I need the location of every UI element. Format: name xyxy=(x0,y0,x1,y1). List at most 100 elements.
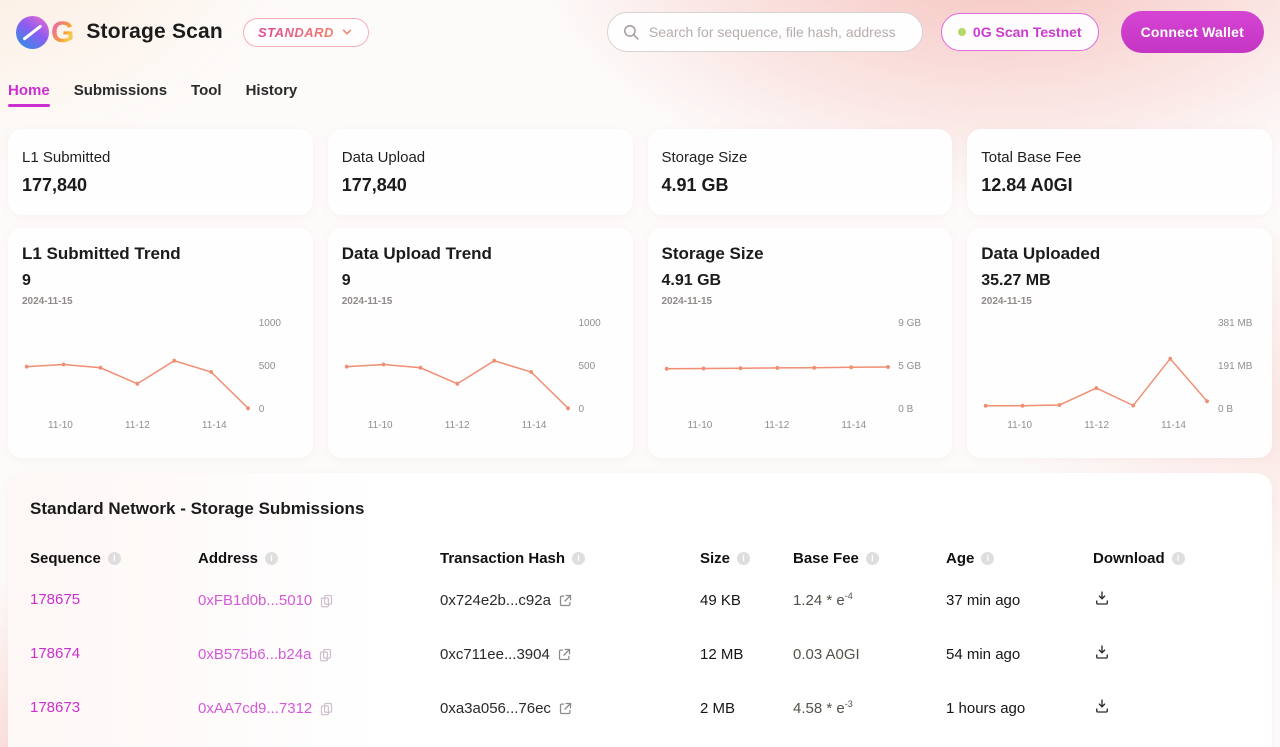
info-icon[interactable]: i xyxy=(737,551,751,565)
network-mode-dropdown[interactable]: STANDARD xyxy=(242,17,369,47)
chart-latest-date: 2024-11-15 xyxy=(661,296,713,307)
line-chart: 381 MB 191 MB 0 B xyxy=(981,319,1258,415)
chart-latest-value: 9 xyxy=(22,272,31,289)
info-icon[interactable]: i xyxy=(1171,551,1185,565)
chart-title: Data Upload Trend xyxy=(341,244,492,263)
base-fee-value: 4.58 * e-3 xyxy=(793,699,853,717)
stat-value: 12.84 A0GI xyxy=(981,175,1073,195)
size-value: 12 MB xyxy=(700,645,744,663)
y-axis-ticks: 9 GB 5 GB 0 B xyxy=(898,318,922,415)
external-link-icon[interactable] xyxy=(557,647,572,662)
col-download: Download i xyxy=(1093,550,1258,567)
info-icon[interactable]: i xyxy=(572,551,586,565)
charts-row: L1 Submitted Trend 9 2024-11-15 1000 500… xyxy=(8,228,1272,458)
stat-label: Storage Size xyxy=(661,149,748,166)
stat-card-storage-size: Storage Size 4.91 GB xyxy=(647,129,953,215)
sequence-link[interactable]: 178674 xyxy=(30,645,81,662)
line-chart-svg xyxy=(24,358,250,411)
tab-home[interactable]: Home xyxy=(8,82,50,107)
download-button[interactable] xyxy=(1093,589,1111,607)
tx-hash: 0x724e2b...c92a xyxy=(440,591,551,609)
stat-card-total-base-fee: Total Base Fee 12.84 A0GI xyxy=(967,129,1272,215)
col-base-fee: Base Fee i xyxy=(793,550,946,567)
line-chart: 9 GB 5 GB 0 B xyxy=(662,319,939,415)
address-link[interactable]: 0xFB1d0b...5010 xyxy=(198,591,313,609)
chart-latest-value: 35.27 MB xyxy=(981,272,1051,289)
copy-icon[interactable] xyxy=(319,701,334,716)
sequence-link[interactable]: 178673 xyxy=(30,699,81,716)
chart-title: L1 Submitted Trend xyxy=(22,244,181,263)
y-axis-ticks: 381 MB 191 MB 0 B xyxy=(1218,318,1253,415)
submissions-table: Sequence i Address i Transaction Hash i Siz… xyxy=(22,543,1258,747)
info-icon[interactable]: i xyxy=(107,551,121,565)
download-button[interactable] xyxy=(1093,697,1111,715)
col-transaction-hash: Transaction Hash i xyxy=(440,550,700,567)
zero-g-logo-icon xyxy=(16,15,49,49)
x-axis-ticks: 11-10 11-12 11-14 xyxy=(48,420,227,431)
table-row: 178675 0xFB1d0b...5010 0x724e2b...c92a 4… xyxy=(22,573,1258,627)
chart-latest-value: 9 xyxy=(341,272,351,289)
search-icon xyxy=(623,24,639,40)
zero-g-logo-g-icon: G xyxy=(51,15,75,49)
stat-label: Data Upload xyxy=(341,149,426,166)
x-axis-ticks: 11-10 11-12 11-14 xyxy=(367,420,547,431)
address-link[interactable]: 0xB575b6...b24a xyxy=(198,645,312,663)
download-icon xyxy=(1096,698,1108,713)
y-axis-ticks: 1000 500 0 xyxy=(578,318,601,415)
stat-card-l1-submitted: L1 Submitted 177,840 xyxy=(8,129,313,215)
table-body: 178675 0xFB1d0b...5010 0x724e2b...c92a 4… xyxy=(22,573,1258,747)
address-link[interactable]: 0xAA7cd9...7312 xyxy=(198,699,313,717)
network-selector-button[interactable]: 0G Scan Testnet xyxy=(940,13,1099,51)
chart-latest-date: 2024-11-15 xyxy=(22,296,73,307)
chart-card-data-upload-trend: Data Upload Trend 9 2024-11-15 1000 500 … xyxy=(327,228,633,458)
col-sequence: Sequence i xyxy=(30,550,198,567)
search-input[interactable] xyxy=(648,24,908,40)
network-mode-label: STANDARD xyxy=(257,24,334,40)
age-value: 54 min ago xyxy=(946,645,1021,663)
sequence-link[interactable]: 178675 xyxy=(30,591,81,608)
download-icon xyxy=(1096,590,1108,605)
line-chart-svg xyxy=(344,358,570,411)
tx-hash: 0xa3a056...76ec xyxy=(440,699,551,717)
copy-icon[interactable] xyxy=(318,647,333,662)
download-icon xyxy=(1096,644,1108,659)
info-icon[interactable]: i xyxy=(865,551,879,565)
tab-tool[interactable]: Tool xyxy=(191,82,222,99)
connect-wallet-button[interactable]: Connect Wallet xyxy=(1120,11,1264,53)
submissions-panel: Standard Network - Storage Submissions S… xyxy=(8,473,1272,747)
external-link-icon[interactable] xyxy=(558,701,573,716)
stat-label: L1 Submitted xyxy=(22,149,111,166)
tab-history[interactable]: History xyxy=(245,82,298,99)
line-chart-svg xyxy=(984,356,1210,408)
col-address: Address i xyxy=(198,550,440,567)
info-icon[interactable]: i xyxy=(981,551,995,565)
chart-card-storage-size: Storage Size 4.91 GB 2024-11-15 9 GB 5 G… xyxy=(647,228,953,458)
chart-latest-value: 4.91 GB xyxy=(661,272,722,289)
chart-card-data-uploaded: Data Uploaded 35.27 MB 2024-11-15 381 MB… xyxy=(967,228,1272,458)
size-value: 49 KB xyxy=(700,591,741,609)
line-chart: 1000 500 0 xyxy=(342,319,619,415)
stats-row: L1 Submitted 177,840 Data Upload 177,840… xyxy=(8,129,1272,215)
download-button[interactable] xyxy=(1093,643,1111,661)
chart-title: Storage Size xyxy=(661,244,764,263)
chart-latest-date: 2024-11-15 xyxy=(341,296,393,307)
size-value: 2 MB xyxy=(700,699,736,717)
copy-icon[interactable] xyxy=(319,593,334,608)
logo-link[interactable]: G xyxy=(16,15,75,49)
stat-value: 177,840 xyxy=(22,175,88,195)
stat-value: 177,840 xyxy=(341,175,407,195)
age-value: 37 min ago xyxy=(946,591,1021,609)
info-icon[interactable]: i xyxy=(265,551,279,565)
col-size: Size i xyxy=(700,550,793,567)
chart-card-l1-submitted-trend: L1 Submitted Trend 9 2024-11-15 1000 500… xyxy=(8,228,313,458)
chart-title: Data Uploaded xyxy=(981,244,1101,263)
main-nav: Home Submissions Tool History xyxy=(0,64,1280,107)
tab-submissions[interactable]: Submissions xyxy=(73,82,168,99)
network-selector-label: 0G Scan Testnet xyxy=(972,24,1082,40)
header: G Storage Scan STANDARD 0G Scan Testnet … xyxy=(0,0,1280,64)
search-bar[interactable] xyxy=(606,12,923,52)
table-row: 178673 0xAA7cd9...7312 0xa3a056...76ec 2… xyxy=(22,681,1258,735)
stat-value: 4.91 GB xyxy=(661,175,729,195)
x-axis-ticks: 11-10 11-12 11-14 xyxy=(687,420,867,431)
external-link-icon[interactable] xyxy=(558,593,573,608)
